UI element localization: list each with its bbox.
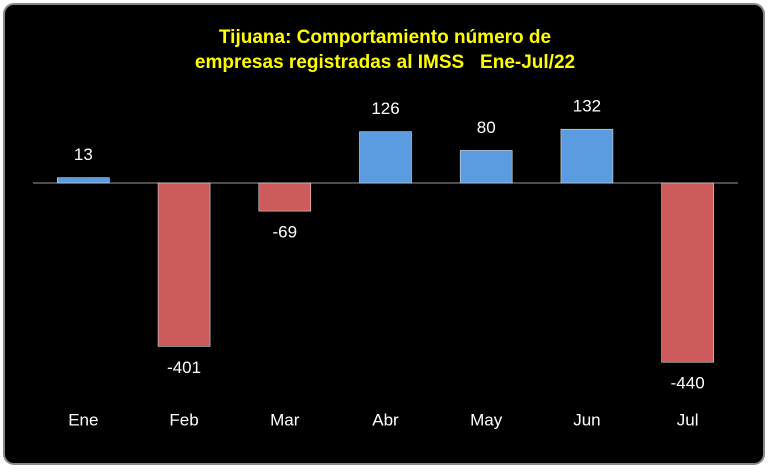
x-tick-label: Jun bbox=[573, 410, 600, 429]
bar bbox=[661, 182, 714, 363]
chart-background bbox=[3, 3, 765, 465]
x-tick-label: May bbox=[470, 410, 503, 429]
x-tick-label: Feb bbox=[169, 410, 198, 429]
bar bbox=[359, 131, 412, 184]
chart-title: empresas registradas al IMSS Ene-Jul/22 bbox=[195, 52, 575, 73]
x-tick-label: Mar bbox=[270, 410, 300, 429]
x-tick-label: Jul bbox=[677, 410, 699, 429]
x-tick-label: Abr bbox=[372, 410, 399, 429]
value-label: 132 bbox=[573, 97, 601, 116]
chart-title: Tijuana: Comportamiento número de bbox=[219, 27, 551, 48]
value-label: -69 bbox=[272, 223, 297, 242]
bar bbox=[258, 182, 312, 212]
value-label: -440 bbox=[671, 374, 705, 393]
value-label: 80 bbox=[477, 118, 496, 137]
value-label: 13 bbox=[74, 145, 93, 164]
x-tick-label: Ene bbox=[68, 410, 98, 429]
bar bbox=[157, 182, 211, 347]
value-label: -401 bbox=[167, 358, 201, 377]
bar bbox=[560, 128, 614, 184]
bar bbox=[459, 150, 513, 184]
bar bbox=[57, 177, 110, 184]
value-label: 126 bbox=[371, 99, 399, 118]
